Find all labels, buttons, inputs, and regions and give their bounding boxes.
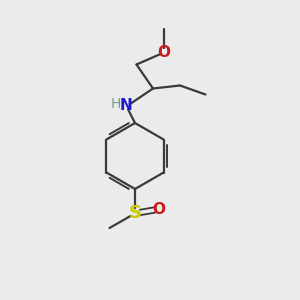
Text: O: O (152, 202, 166, 217)
Text: S: S (128, 204, 142, 222)
Text: H: H (110, 97, 121, 111)
Text: O: O (157, 45, 170, 60)
Text: N: N (120, 98, 132, 112)
